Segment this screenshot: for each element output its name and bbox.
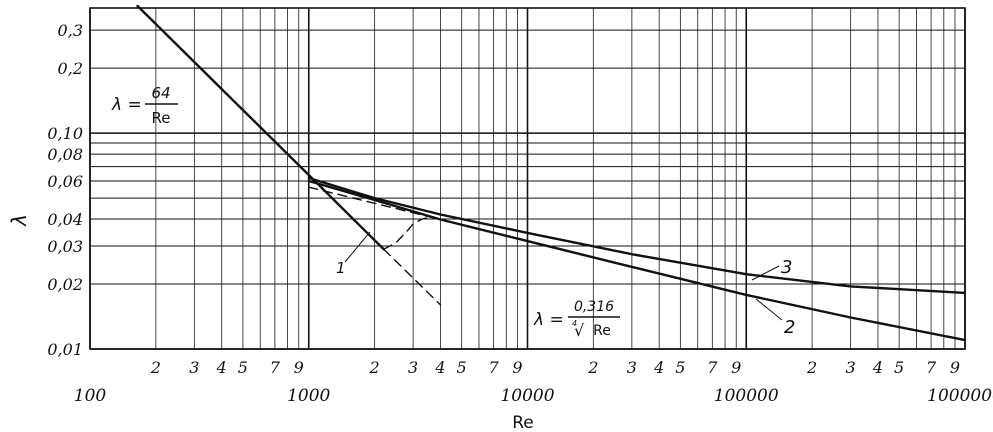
x-tick-label: 1000 [287,386,330,406]
x-tick-label: 100 [74,386,107,406]
laminar-formula-numerator: 64 [151,84,170,102]
x-minor-tick-label: 3 [846,358,856,377]
curve-3-label: 3 [751,257,792,281]
curve-1-leader [344,231,371,263]
x-minor-tick-label: 3 [189,358,199,377]
blasius-formula-numerator: 0,316 [574,299,614,315]
blasius-formula-root-index: 4 [572,319,577,328]
x-minor-tick-label: 4 [872,358,883,377]
x-minor-tick-label: 3 [627,358,637,377]
x-minor-tick-label: 2 [150,358,161,377]
x-tick-label: 1000000 [927,386,993,406]
grid [89,8,966,350]
x-tick-label: 100000 [714,386,779,406]
y-tick-label: 0,03 [47,237,83,256]
series-laminar [136,4,385,251]
series-curve-2 [307,179,967,342]
curve-2-leader [755,298,783,321]
x-minor-tick-label: 2 [806,358,817,377]
x-minor-tick-label: 9 [294,358,304,377]
x-minor-tick-label: 5 [894,358,904,377]
series-layer [136,4,967,342]
x-minor-tick-label: 9 [731,358,741,377]
x-minor-tick-label: 7 [926,358,937,377]
series-curve-3 [307,176,967,295]
blasius-formula-denominator: Re [593,323,611,339]
plot-frame [89,7,966,350]
curve-2-label-text: 2 [784,317,795,338]
x-minor-tick-label: 7 [270,358,281,377]
curve-3-leader [751,265,780,281]
series-laminar-extension [383,248,442,306]
x-minor-tick-label: 7 [489,358,500,377]
x-minor-tick-label: 4 [434,358,445,377]
x-minor-tick-label: 7 [707,358,718,377]
curve-3-label-text: 3 [781,257,792,278]
x-minor-tick-label: 9 [512,358,522,377]
series-transition [383,215,434,250]
y-tick-label: 0,08 [47,145,83,164]
laminar-formula: λ = 64 Re [111,84,178,127]
y-tick-label: 0,3 [58,21,83,40]
y-tick-label: 0,2 [58,59,83,78]
blasius-formula: λ = 0,316 4 √ Re [533,299,620,340]
x-axis-label: Re [512,413,534,432]
blasius-formula-lhs: λ = [533,310,564,330]
x-minor-tick-label: 4 [216,358,227,377]
laminar-formula-lhs: λ = [111,95,142,115]
x-minor-tick-label: 3 [408,358,418,377]
x-minor-tick-label: 5 [675,358,685,377]
curve-1-label: 1 [336,231,371,277]
x-minor-tick-label: 4 [653,358,664,377]
tick-labels: 1001000100001000001000000234579234579234… [47,21,993,406]
curve-1-label-text: 1 [336,259,346,277]
x-minor-tick-label: 9 [950,358,960,377]
y-tick-label: 0,01 [47,340,83,359]
x-minor-tick-label: 2 [587,358,598,377]
blasius-formula-root-sign: √ [574,321,585,340]
x-minor-tick-label: 5 [457,358,467,377]
y-tick-label: 0,02 [47,275,83,294]
y-tick-label: 0,06 [47,172,83,191]
y-axis-label: λ [7,214,31,227]
x-minor-tick-label: 5 [238,358,248,377]
x-tick-label: 10000 [500,386,554,406]
y-tick-label: 0,10 [47,124,83,143]
curve-2-label: 2 [755,298,795,338]
x-minor-tick-label: 2 [369,358,380,377]
y-tick-label: 0,04 [47,210,83,229]
laminar-formula-denominator: Re [152,109,171,127]
